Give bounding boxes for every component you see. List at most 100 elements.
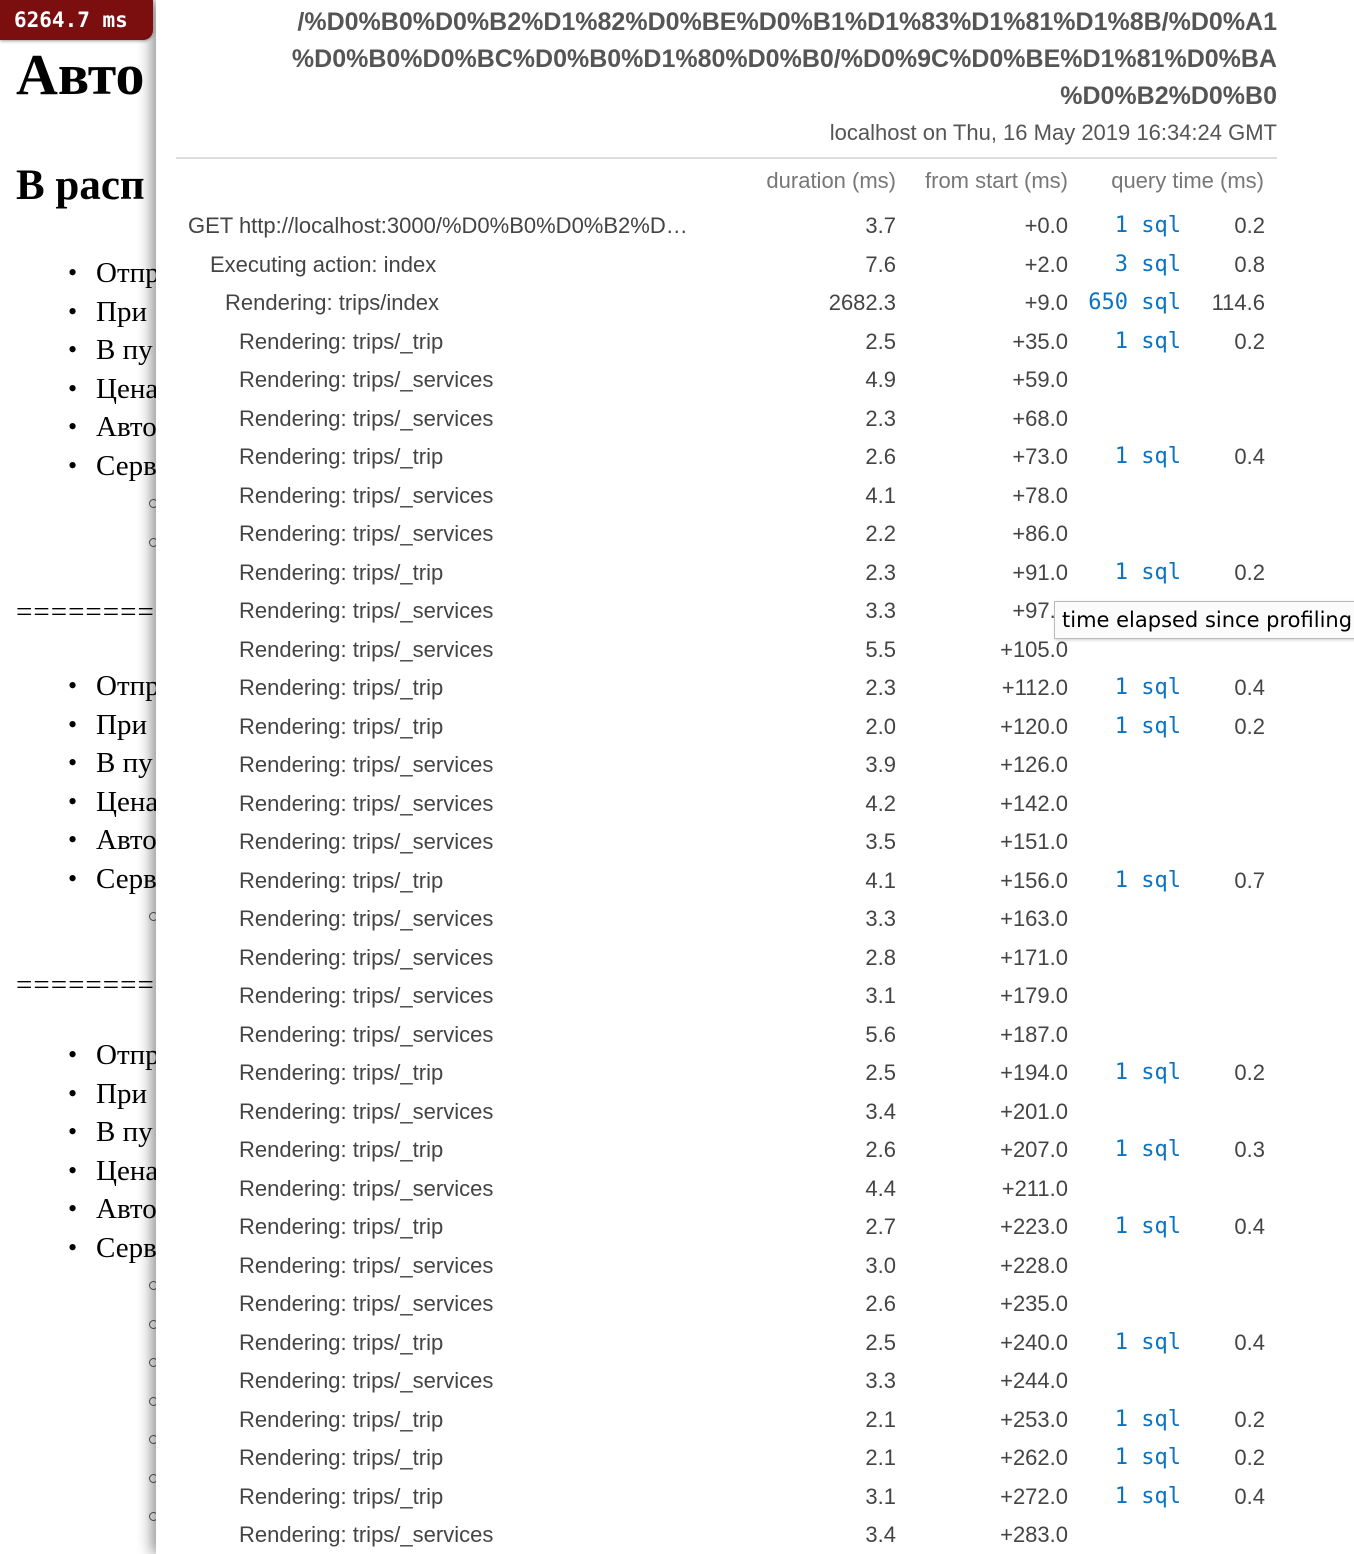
from-start-cell: +163.0	[1000, 906, 1068, 931]
timing-row: Rendering: trips/_services 4.1 +78.0	[156, 477, 1354, 516]
step-name: Rendering: trips/_services	[239, 1098, 494, 1124]
step-name: Rendering: trips/_services	[239, 752, 494, 777]
duration-cell: 4.1	[865, 482, 896, 508]
from-start-cell: +171.0	[1000, 944, 1068, 970]
from-start-cell: +187.0	[1000, 1021, 1068, 1047]
from-start-cell: +235.0	[1000, 1291, 1068, 1316]
step-name: Rendering: trips/_trip	[239, 1329, 444, 1355]
query-time-cell: 0.4	[1234, 444, 1265, 469]
query-time-cell: 0.2	[1234, 1060, 1265, 1085]
query-time-cell: 0.4	[1234, 1329, 1265, 1355]
timing-row: Rendering: trips/_services 2.3 +68.0	[156, 400, 1354, 439]
query-time-cell: 0.2	[1234, 1406, 1265, 1432]
step-name: Rendering: trips/_trip	[239, 1060, 444, 1085]
sql-count-link[interactable]: 1 sql	[1114, 1483, 1181, 1509]
request-url-line: /%D0%B0%D0%B2%D1%82%D0%BE%D0%B1%D1%83%D1…	[297, 8, 1277, 36]
duration-cell: 3.7	[865, 213, 896, 238]
from-start-cell: +272.0	[1000, 1483, 1068, 1509]
request-url-line: %D0%B0%D0%BC%D0%B0%D1%80%D0%B0/%D0%9C%D0…	[291, 45, 1277, 73]
sql-count-link[interactable]: 1 sql	[1114, 213, 1181, 238]
step-name: Rendering: trips/_services	[239, 829, 494, 854]
duration-cell: 3.1	[865, 983, 896, 1008]
from-start-cell: +112.0	[1001, 675, 1068, 700]
trip-detail-item: Авто	[0, 1190, 160, 1229]
timing-row: Rendering: trips/_services 4.9 +59.0	[156, 361, 1354, 400]
timing-row: Rendering: trips/_trip 2.6 +207.0 1 sql 0.3	[156, 1131, 1354, 1170]
sql-count-link[interactable]: 1 sql	[1114, 867, 1181, 893]
step-name: Rendering: trips/_trip	[239, 867, 444, 893]
step-name: Rendering: trips/_trip	[239, 1483, 444, 1509]
sql-count-link[interactable]: 1 sql	[1114, 559, 1181, 585]
sql-count-link[interactable]: 1 sql	[1114, 328, 1181, 354]
duration-cell: 2.2	[865, 521, 896, 546]
sql-count-link[interactable]: 1 sql	[1114, 1406, 1181, 1432]
query-time-cell: 0.7	[1234, 867, 1265, 893]
duration-cell: 3.1	[865, 1483, 896, 1509]
column-header-query-time: query time (ms)	[1111, 168, 1264, 193]
duration-cell: 2.7	[865, 1214, 896, 1239]
timing-table: GET http://localhost:3000/%D0%B0%D0%B2%D…	[156, 207, 1354, 1554]
trip-detail-item: Авто	[0, 821, 160, 860]
request-meta: localhost on Thu, 16 May 2019 16:34:24 G…	[829, 120, 1277, 145]
header-divider	[176, 157, 1277, 159]
step-name: Rendering: trips/_services	[239, 1252, 494, 1278]
sql-count-link[interactable]: 1 sql	[1114, 1329, 1181, 1355]
step-name: Rendering: trips/_trip	[239, 1214, 444, 1239]
from-start-cell: +120.0	[1000, 713, 1068, 739]
timing-row: Rendering: trips/index 2682.3 +9.0 650 sql 1…	[156, 284, 1354, 323]
duration-cell: 2.6	[865, 1137, 896, 1162]
step-name: Rendering: trips/_services	[239, 1522, 494, 1547]
sql-count-link[interactable]: 1 sql	[1114, 1137, 1181, 1162]
trip-detail-item: Серв	[0, 447, 160, 486]
from-start-cell: +240.0	[1000, 1329, 1068, 1355]
query-time-cell: 0.3	[1234, 1137, 1265, 1162]
trip-details-list: ОтпрПриВ пуЦенаАвтоСерв	[0, 254, 160, 485]
step-name: Rendering: trips/_services	[239, 482, 494, 508]
profiler-popup: /%D0%B0%D0%B2%D1%82%D0%BE%D0%B1%D1%83%D1…	[156, 0, 1354, 1554]
from-start-cell: +211.0	[1001, 1175, 1068, 1201]
sql-count-link[interactable]: 1 sql	[1114, 444, 1181, 469]
from-start-cell: +207.0	[1000, 1137, 1068, 1162]
duration-cell: 2.3	[865, 405, 896, 431]
from-start-cell: +228.0	[1000, 1252, 1068, 1278]
from-start-cell: +253.0	[1000, 1406, 1068, 1432]
duration-cell: 4.2	[865, 790, 896, 816]
sql-count-link[interactable]: 1 sql	[1114, 713, 1181, 739]
trip-detail-item: Цена	[0, 370, 160, 409]
profiler-badge[interactable]: 6264.7 ms	[0, 0, 153, 40]
from-start-tooltip: time elapsed since profiling	[1054, 601, 1354, 639]
step-name: Rendering: trips/_trip	[239, 559, 444, 585]
query-time-cell: 0.2	[1234, 1445, 1265, 1470]
trip-detail-item: Цена	[0, 1152, 160, 1191]
duration-cell: 2.3	[865, 559, 896, 585]
timing-row: Rendering: trips/_trip 2.5 +240.0 1 sql 0.4	[156, 1324, 1354, 1363]
query-time-cell: 0.8	[1234, 251, 1265, 277]
duration-cell: 2.5	[865, 1060, 896, 1085]
sql-count-link[interactable]: 3 sql	[1114, 251, 1181, 277]
timing-row: Rendering: trips/_services 2.2 +86.0	[156, 515, 1354, 554]
sql-count-link[interactable]: 1 sql	[1114, 1060, 1181, 1085]
sql-count-link[interactable]: 1 sql	[1114, 1445, 1181, 1470]
sql-count-link[interactable]: 1 sql	[1114, 1214, 1181, 1239]
step-name: Rendering: trips/_trip	[239, 713, 444, 739]
duration-cell: 2.3	[865, 675, 896, 700]
from-start-cell: +142.0	[1000, 790, 1068, 816]
query-time-cell: 0.2	[1234, 213, 1265, 238]
column-header-from-start: from start (ms)	[925, 168, 1068, 193]
from-start-cell: +59.0	[1012, 367, 1068, 392]
duration-cell: 2.1	[865, 1445, 896, 1470]
sql-count-link[interactable]: 650 sql	[1088, 290, 1181, 315]
duration-cell: 3.0	[865, 1252, 896, 1278]
timing-row: Rendering: trips/_trip 2.3 +91.0 1 sql 0.2	[156, 554, 1354, 593]
timing-row: Rendering: trips/_trip 4.1 +156.0 1 sql 0.7	[156, 862, 1354, 901]
from-start-cell: +156.0	[1000, 867, 1068, 893]
query-time-cell: 114.6	[1211, 290, 1265, 315]
duration-cell: 3.5	[865, 829, 896, 854]
timing-row: Rendering: trips/_trip 2.6 +73.0 1 sql 0.4	[156, 438, 1354, 477]
duration-cell: 4.9	[865, 367, 896, 392]
sql-count-link[interactable]: 1 sql	[1114, 675, 1181, 700]
timing-row: Rendering: trips/_trip 2.1 +262.0 1 sql 0.2	[156, 1439, 1354, 1478]
duration-cell: 2.6	[865, 1291, 896, 1316]
from-start-cell: +244.0	[1000, 1368, 1068, 1393]
timing-row: Rendering: trips/_services 4.2 +142.0	[156, 785, 1354, 824]
